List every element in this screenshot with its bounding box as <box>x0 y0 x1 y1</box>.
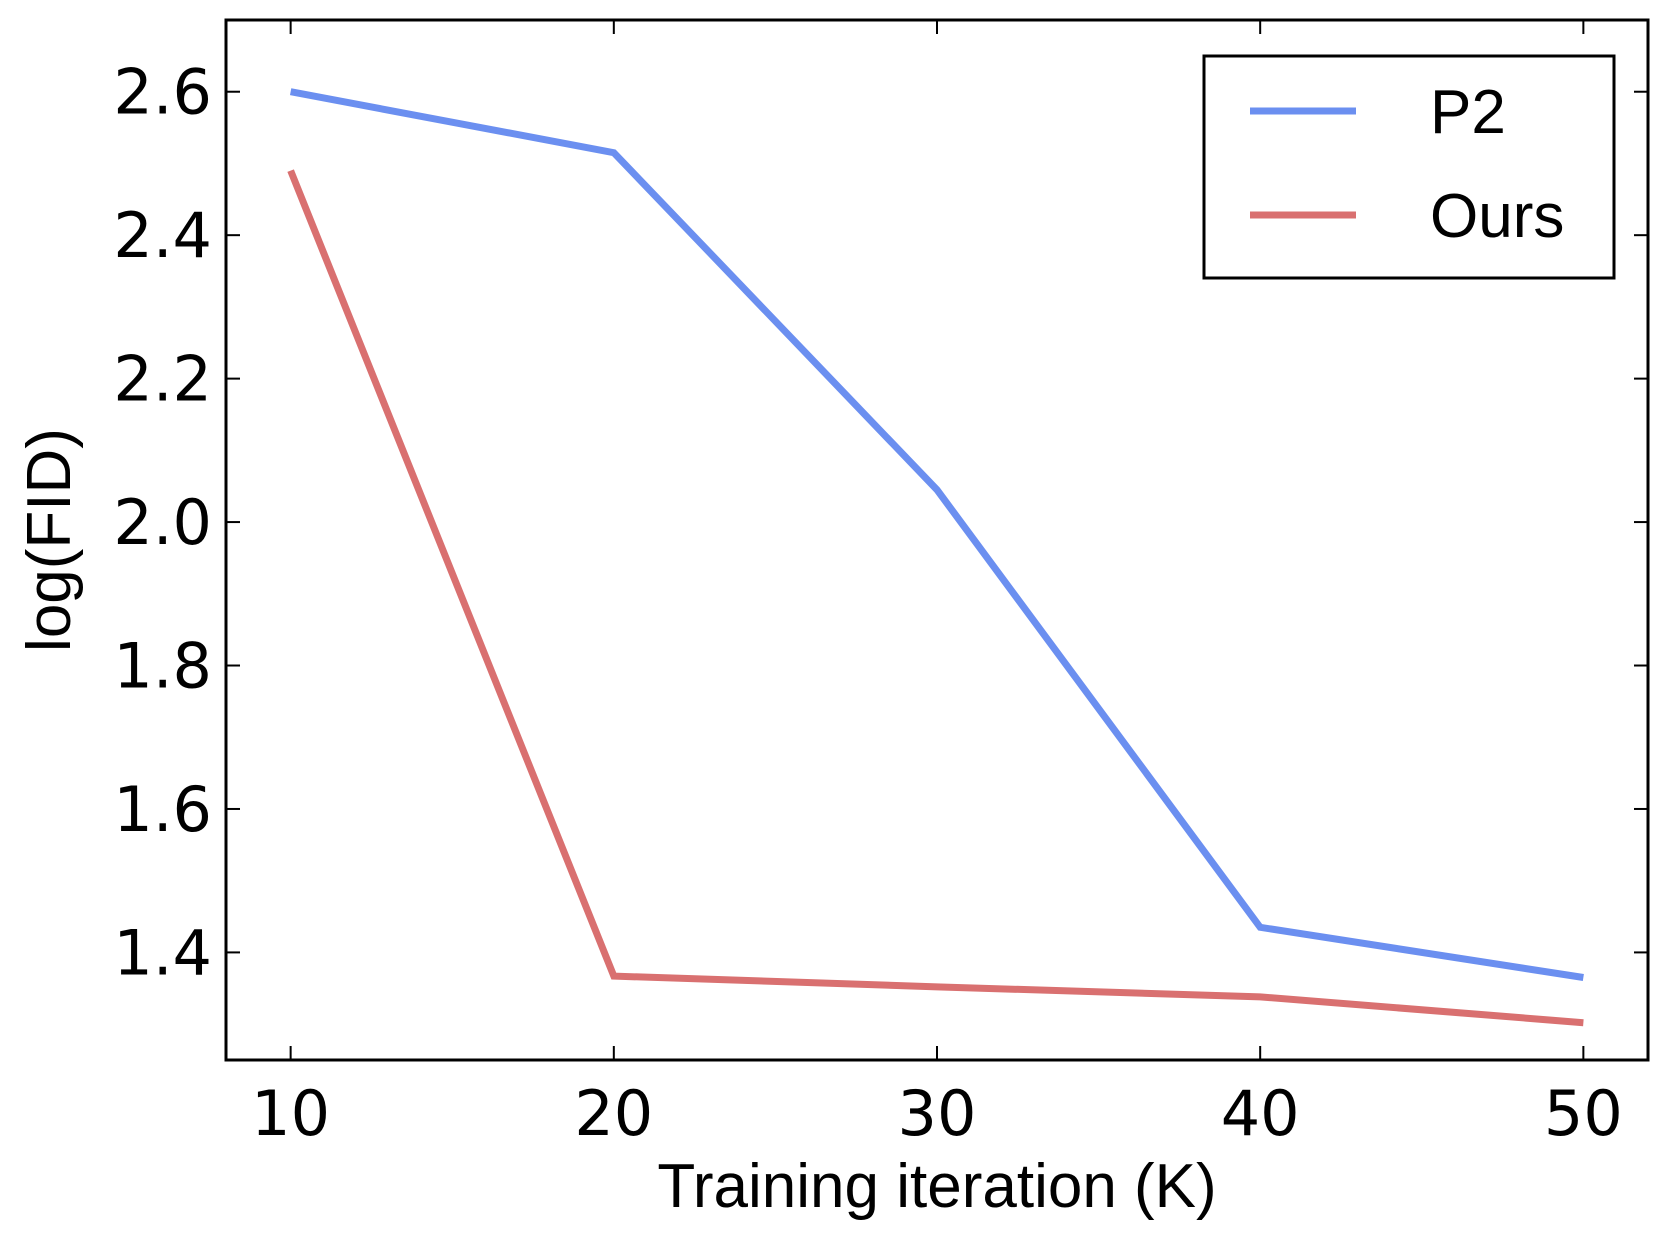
x-tick-label: 10 <box>251 1077 330 1150</box>
y-tick-label: 2.0 <box>113 486 212 559</box>
series-layer <box>287 88 1584 1027</box>
legend-label: P2 <box>1430 78 1506 147</box>
legend: P2 Ours <box>1202 54 1616 280</box>
x-tick-label: 40 <box>1221 1077 1300 1150</box>
y-tick-label: 1.4 <box>113 916 212 989</box>
y-tick-label: 1.6 <box>113 773 212 846</box>
series-line-p2 <box>289 88 1584 981</box>
x-axis-label: Training iteration (K) <box>657 1152 1216 1221</box>
legend-frame <box>1202 54 1616 280</box>
plot-frame <box>224 18 1650 1062</box>
x-tick-label: 30 <box>898 1077 977 1150</box>
series-line-ours <box>287 169 1584 1027</box>
y-tick-label: 1.8 <box>113 630 212 703</box>
y-tick-label: 2.6 <box>113 56 212 129</box>
legend-label: Ours <box>1430 182 1564 251</box>
ticks-layer: 10 20 30 40 50 1.4 1.6 1.8 2.0 2.2 2.4 2.6 <box>113 20 1648 1150</box>
y-tick-label: 2.4 <box>113 199 212 272</box>
x-tick-label: 50 <box>1544 1077 1623 1150</box>
y-tick-label: 2.2 <box>113 343 212 416</box>
y-axis-label: log(FID) <box>15 428 84 652</box>
x-tick-label: 20 <box>574 1077 653 1150</box>
